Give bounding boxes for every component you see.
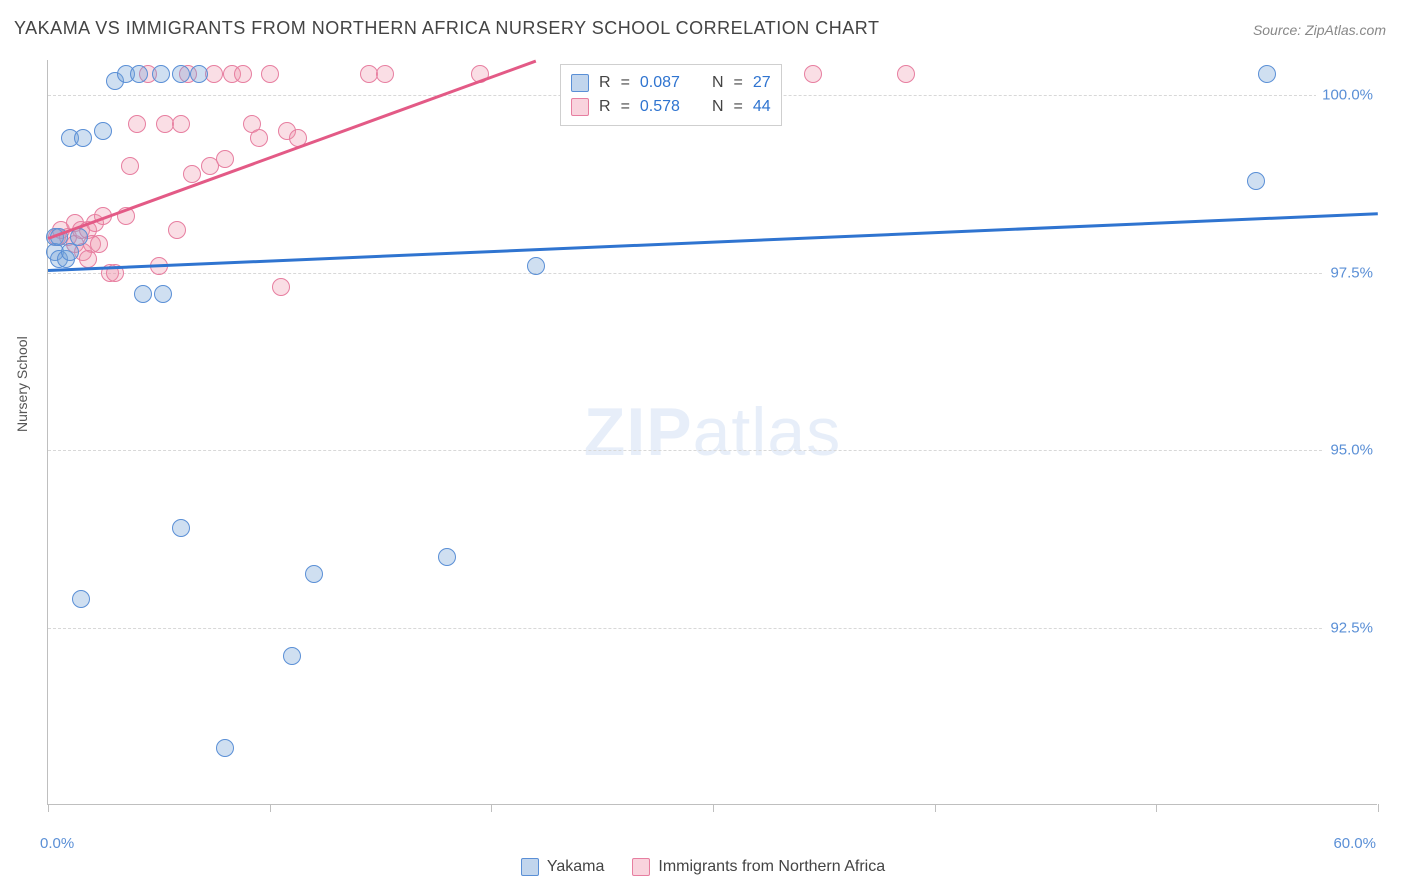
data-point-pink — [216, 150, 234, 168]
plot-area: ZIPatlas 92.5% 95.0% 97.5% 100.0% — [47, 60, 1377, 805]
x-tick-mark — [48, 804, 49, 812]
x-tick-label-min: 0.0% — [40, 835, 74, 852]
stat-eq: = — [734, 95, 743, 119]
data-point-pink — [250, 129, 268, 147]
data-point-blue — [94, 122, 112, 140]
stat-eq: = — [621, 71, 630, 95]
watermark-bold: ZIP — [584, 394, 693, 470]
data-point-blue — [152, 65, 170, 83]
stat-row-blue: R = 0.087 N = 27 — [571, 71, 771, 95]
y-tick-label: 100.0% — [1316, 87, 1379, 104]
swatch-pink-icon — [632, 858, 650, 876]
gridline — [48, 273, 1377, 274]
x-tick-mark — [1378, 804, 1379, 812]
stat-eq: = — [621, 95, 630, 119]
data-point-blue — [172, 65, 190, 83]
data-point-blue — [74, 129, 92, 147]
data-point-pink — [205, 65, 223, 83]
data-point-pink — [234, 65, 252, 83]
chart-title: YAKAMA VS IMMIGRANTS FROM NORTHERN AFRIC… — [14, 18, 879, 39]
data-point-blue — [283, 647, 301, 665]
data-point-pink — [261, 65, 279, 83]
data-point-blue — [438, 548, 456, 566]
data-point-blue — [1258, 65, 1276, 83]
y-tick-label: 97.5% — [1324, 264, 1379, 281]
stat-R-pink: 0.578 — [640, 95, 680, 119]
data-point-pink — [172, 115, 190, 133]
data-point-blue — [130, 65, 148, 83]
gridline — [48, 628, 1377, 629]
legend-item-pink: Immigrants from Northern Africa — [632, 858, 885, 876]
gridline — [48, 450, 1377, 451]
x-tick-label-max: 60.0% — [1333, 835, 1376, 852]
data-point-pink — [128, 115, 146, 133]
data-point-blue — [1247, 172, 1265, 190]
data-point-pink — [183, 165, 201, 183]
data-point-pink — [272, 278, 290, 296]
data-point-blue — [154, 285, 172, 303]
stat-row-pink: R = 0.578 N = 44 — [571, 95, 771, 119]
x-tick-mark — [713, 804, 714, 812]
data-point-blue — [172, 519, 190, 537]
data-point-pink — [897, 65, 915, 83]
stat-R-label: R — [599, 95, 611, 119]
watermark: ZIPatlas — [584, 393, 841, 471]
data-point-blue — [70, 228, 88, 246]
stat-eq: = — [734, 71, 743, 95]
bottom-legend: Yakama Immigrants from Northern Africa — [0, 858, 1406, 876]
data-point-blue — [216, 739, 234, 757]
data-point-pink — [79, 250, 97, 268]
y-tick-label: 95.0% — [1324, 442, 1379, 459]
stat-N-label: N — [712, 71, 724, 95]
data-point-pink — [121, 157, 139, 175]
legend-label-pink: Immigrants from Northern Africa — [658, 858, 885, 876]
y-tick-label: 92.5% — [1324, 619, 1379, 636]
trend-line-blue — [48, 213, 1378, 272]
stat-N-blue: 27 — [753, 71, 771, 95]
data-point-blue — [72, 590, 90, 608]
data-point-pink — [376, 65, 394, 83]
data-point-pink — [168, 221, 186, 239]
data-point-blue — [527, 257, 545, 275]
swatch-pink-icon — [571, 98, 589, 116]
stat-N-label: N — [712, 95, 724, 119]
correlation-stat-box: R = 0.087 N = 27 R = 0.578 N = 44 — [560, 64, 782, 126]
stat-R-blue: 0.087 — [640, 71, 680, 95]
x-tick-mark — [1156, 804, 1157, 812]
data-point-pink — [804, 65, 822, 83]
x-tick-mark — [491, 804, 492, 812]
x-tick-mark — [935, 804, 936, 812]
swatch-blue-icon — [571, 74, 589, 92]
stat-N-pink: 44 — [753, 95, 771, 119]
data-point-blue — [134, 285, 152, 303]
legend-label-blue: Yakama — [547, 858, 605, 876]
x-tick-mark — [270, 804, 271, 812]
watermark-rest: atlas — [693, 394, 842, 470]
stat-R-label: R — [599, 71, 611, 95]
data-point-blue — [305, 565, 323, 583]
swatch-blue-icon — [521, 858, 539, 876]
y-axis-label: Nursery School — [14, 336, 30, 432]
source-attribution: Source: ZipAtlas.com — [1253, 22, 1386, 38]
data-point-blue — [190, 65, 208, 83]
legend-item-blue: Yakama — [521, 858, 605, 876]
